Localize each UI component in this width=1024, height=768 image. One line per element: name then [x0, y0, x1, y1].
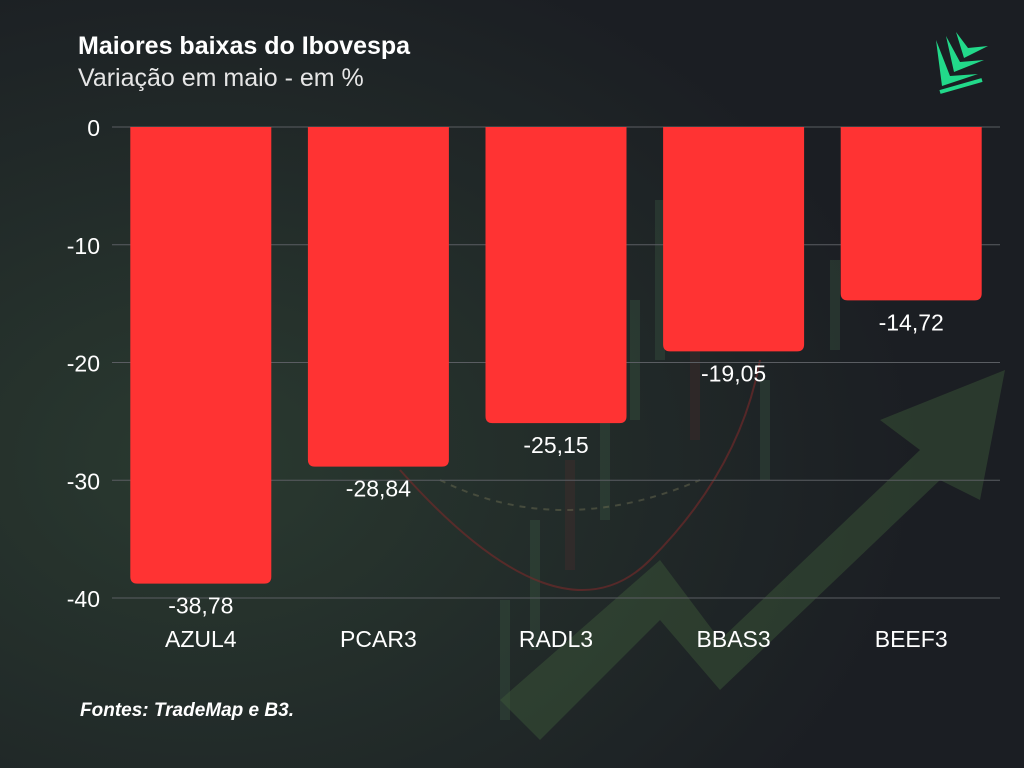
bar-beef3: [840, 127, 982, 301]
y-tick-label: -10: [67, 233, 100, 259]
x-tick-label: BBAS3: [697, 626, 771, 652]
source-note: Fontes: TradeMap e B3.: [80, 700, 294, 721]
y-tick-label: 0: [87, 115, 100, 141]
x-tick-label: PCAR3: [340, 626, 417, 652]
y-tick-label: -30: [67, 468, 100, 494]
y-tick-label: -40: [67, 586, 100, 612]
x-tick-label: RADL3: [519, 626, 593, 652]
bar-azul4: [130, 127, 272, 584]
chart-title: Maiores baixas do Ibovespa: [78, 32, 411, 60]
data-label: -28,84: [346, 476, 411, 502]
bar-radl3: [485, 127, 627, 424]
bar-pcar3: [307, 127, 449, 467]
data-label: -14,72: [879, 309, 944, 335]
bar-bbas3: [663, 127, 805, 352]
data-label: -25,15: [523, 432, 588, 458]
y-tick-label: -20: [67, 351, 100, 377]
x-tick-label: AZUL4: [165, 626, 237, 652]
data-label: -38,78: [168, 593, 233, 619]
x-tick-label: BEEF3: [875, 626, 948, 652]
chart-subtitle: Variação em maio - em %: [78, 64, 364, 92]
data-label: -19,05: [701, 360, 766, 386]
leaf-logo-icon: [936, 32, 988, 94]
